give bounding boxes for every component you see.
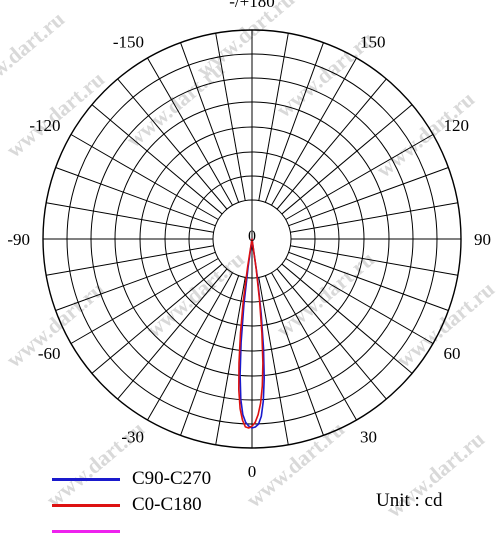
watermark-text: www.dart.ru [191, 0, 299, 82]
grid-spoke [117, 78, 228, 210]
watermark-text: www.dart.ru [271, 246, 379, 342]
grid-spoke [281, 104, 413, 215]
grid-spoke [55, 167, 216, 227]
grid-spoke [281, 263, 413, 374]
legend-label: C0-C180 [132, 494, 202, 515]
grid-spoke [290, 245, 458, 276]
grid-spoke [117, 268, 228, 400]
legend-item-c0-c180: C0-C180 [52, 492, 292, 518]
legend-item-c90-c270: C90-C270 [52, 466, 292, 492]
watermark-text: www.dart.ru [141, 246, 249, 342]
radial-zero-label: 0 [248, 228, 256, 245]
polar-grid [42, 29, 462, 449]
grid-spoke [271, 272, 357, 421]
angle-label: -90 [7, 230, 30, 249]
grid-spoke [264, 42, 324, 203]
grid-spoke [264, 275, 324, 436]
watermark-text: www.dart.ru [0, 6, 69, 102]
grid-spoke [55, 251, 216, 311]
grid-spoke [46, 202, 214, 233]
grid-spoke [180, 42, 240, 203]
grid-spoke [258, 33, 289, 201]
angle-label: -/+180 [229, 0, 274, 11]
series-curve [239, 238, 265, 429]
grid-spoke [70, 258, 219, 344]
legend: C90-C270 C0-C180 [52, 466, 292, 544]
curves-layer [238, 238, 265, 429]
angle-label: 90 [474, 230, 491, 249]
angle-label: 150 [360, 33, 386, 52]
angle-label: -60 [38, 344, 61, 363]
grid-spoke [147, 272, 233, 421]
angle-labels: -/+180 150 -150 120 -120 90 -90 60 -60 30 -30 0 0 [7, 0, 491, 481]
grid-spoke [285, 134, 434, 220]
grid-spoke [180, 275, 240, 436]
angle-label: 60 [443, 344, 460, 363]
legend-swatch-red [52, 504, 120, 507]
grid-spoke [70, 134, 219, 220]
grid-spoke [285, 258, 434, 344]
grid-spoke [91, 263, 223, 374]
angle-label: -120 [29, 116, 60, 135]
grid-spoke [290, 202, 458, 233]
grid-spoke [258, 277, 289, 445]
grid-spoke [288, 167, 449, 227]
angle-label: 120 [443, 116, 469, 135]
legend-swatch-magenta [52, 530, 120, 533]
angle-label: -150 [113, 33, 144, 52]
legend-label: C90-C270 [132, 468, 212, 489]
grid-spoke [276, 268, 387, 400]
grid-spoke [46, 245, 214, 276]
grid-spoke [91, 104, 223, 215]
grid-spoke [271, 57, 357, 206]
angle-label: 30 [360, 427, 377, 446]
legend-item-magenta [52, 518, 292, 544]
grid-spoke [215, 277, 246, 445]
angle-label: 0 [248, 462, 257, 481]
angle-label: -30 [121, 427, 144, 446]
unit-label: Unit : cd [376, 490, 443, 511]
series-curve [238, 238, 264, 429]
legend-swatch-blue [52, 478, 120, 481]
grid-spoke [215, 33, 246, 201]
grid-spoke [276, 78, 387, 210]
grid-spoke [147, 57, 233, 206]
grid-spoke [288, 251, 449, 311]
watermark-text: www.dart.ru [1, 66, 109, 162]
